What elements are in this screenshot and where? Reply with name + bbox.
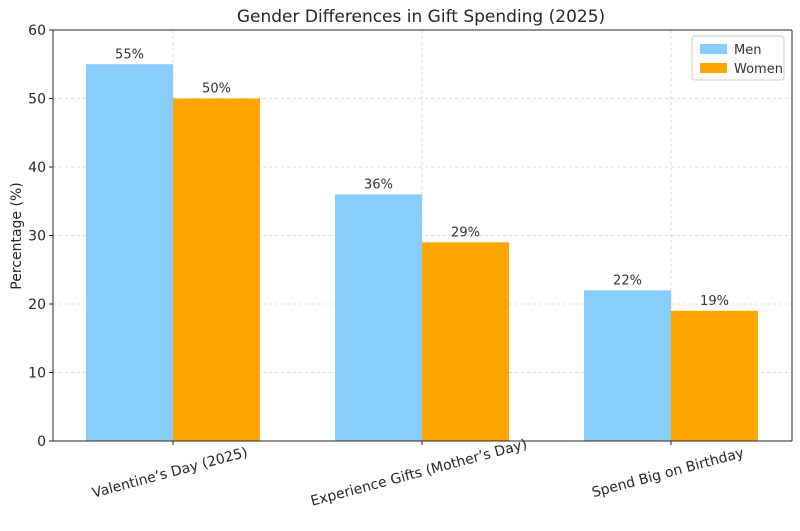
labels-layer: 55% 36% 22% 50% 29% 19% <box>115 47 729 309</box>
y-tick-label: 40 <box>28 160 46 176</box>
bar-women <box>671 310 758 441</box>
y-axis-label: Percentage (%) <box>9 182 25 289</box>
data-label: 50% <box>202 82 231 97</box>
x-tick-label: Experience Gifts (Mother’s Day) <box>309 437 529 510</box>
x-tick-label: Valentine’s Day (2025) <box>91 445 250 502</box>
data-label: 19% <box>700 294 729 309</box>
bars-layer <box>86 64 758 441</box>
chart-title: Gender Differences in Gift Spending (202… <box>237 7 605 27</box>
bar-women <box>422 242 509 441</box>
y-tick-label: 10 <box>28 366 46 382</box>
bar-women <box>173 98 260 441</box>
legend: Men Women <box>691 35 785 81</box>
legend-label-men: Men <box>734 43 761 58</box>
y-tick-label: 30 <box>28 229 46 245</box>
y-tick-label: 0 <box>37 434 46 450</box>
y-tick-label: 50 <box>28 92 46 108</box>
x-tick-label: Spend Big on Birthday <box>590 445 745 501</box>
data-label: 22% <box>613 273 642 288</box>
legend-swatch-women <box>700 63 727 73</box>
legend-label-women: Women <box>734 62 783 77</box>
data-label: 29% <box>451 225 480 240</box>
bar-men <box>335 194 422 441</box>
data-label: 55% <box>115 47 144 62</box>
bar-men <box>86 64 173 441</box>
y-tick-label: 60 <box>28 23 46 39</box>
y-tick-label: 20 <box>28 297 46 313</box>
bar-men <box>584 290 671 441</box>
data-label: 36% <box>364 177 393 192</box>
legend-swatch-men <box>700 44 727 54</box>
